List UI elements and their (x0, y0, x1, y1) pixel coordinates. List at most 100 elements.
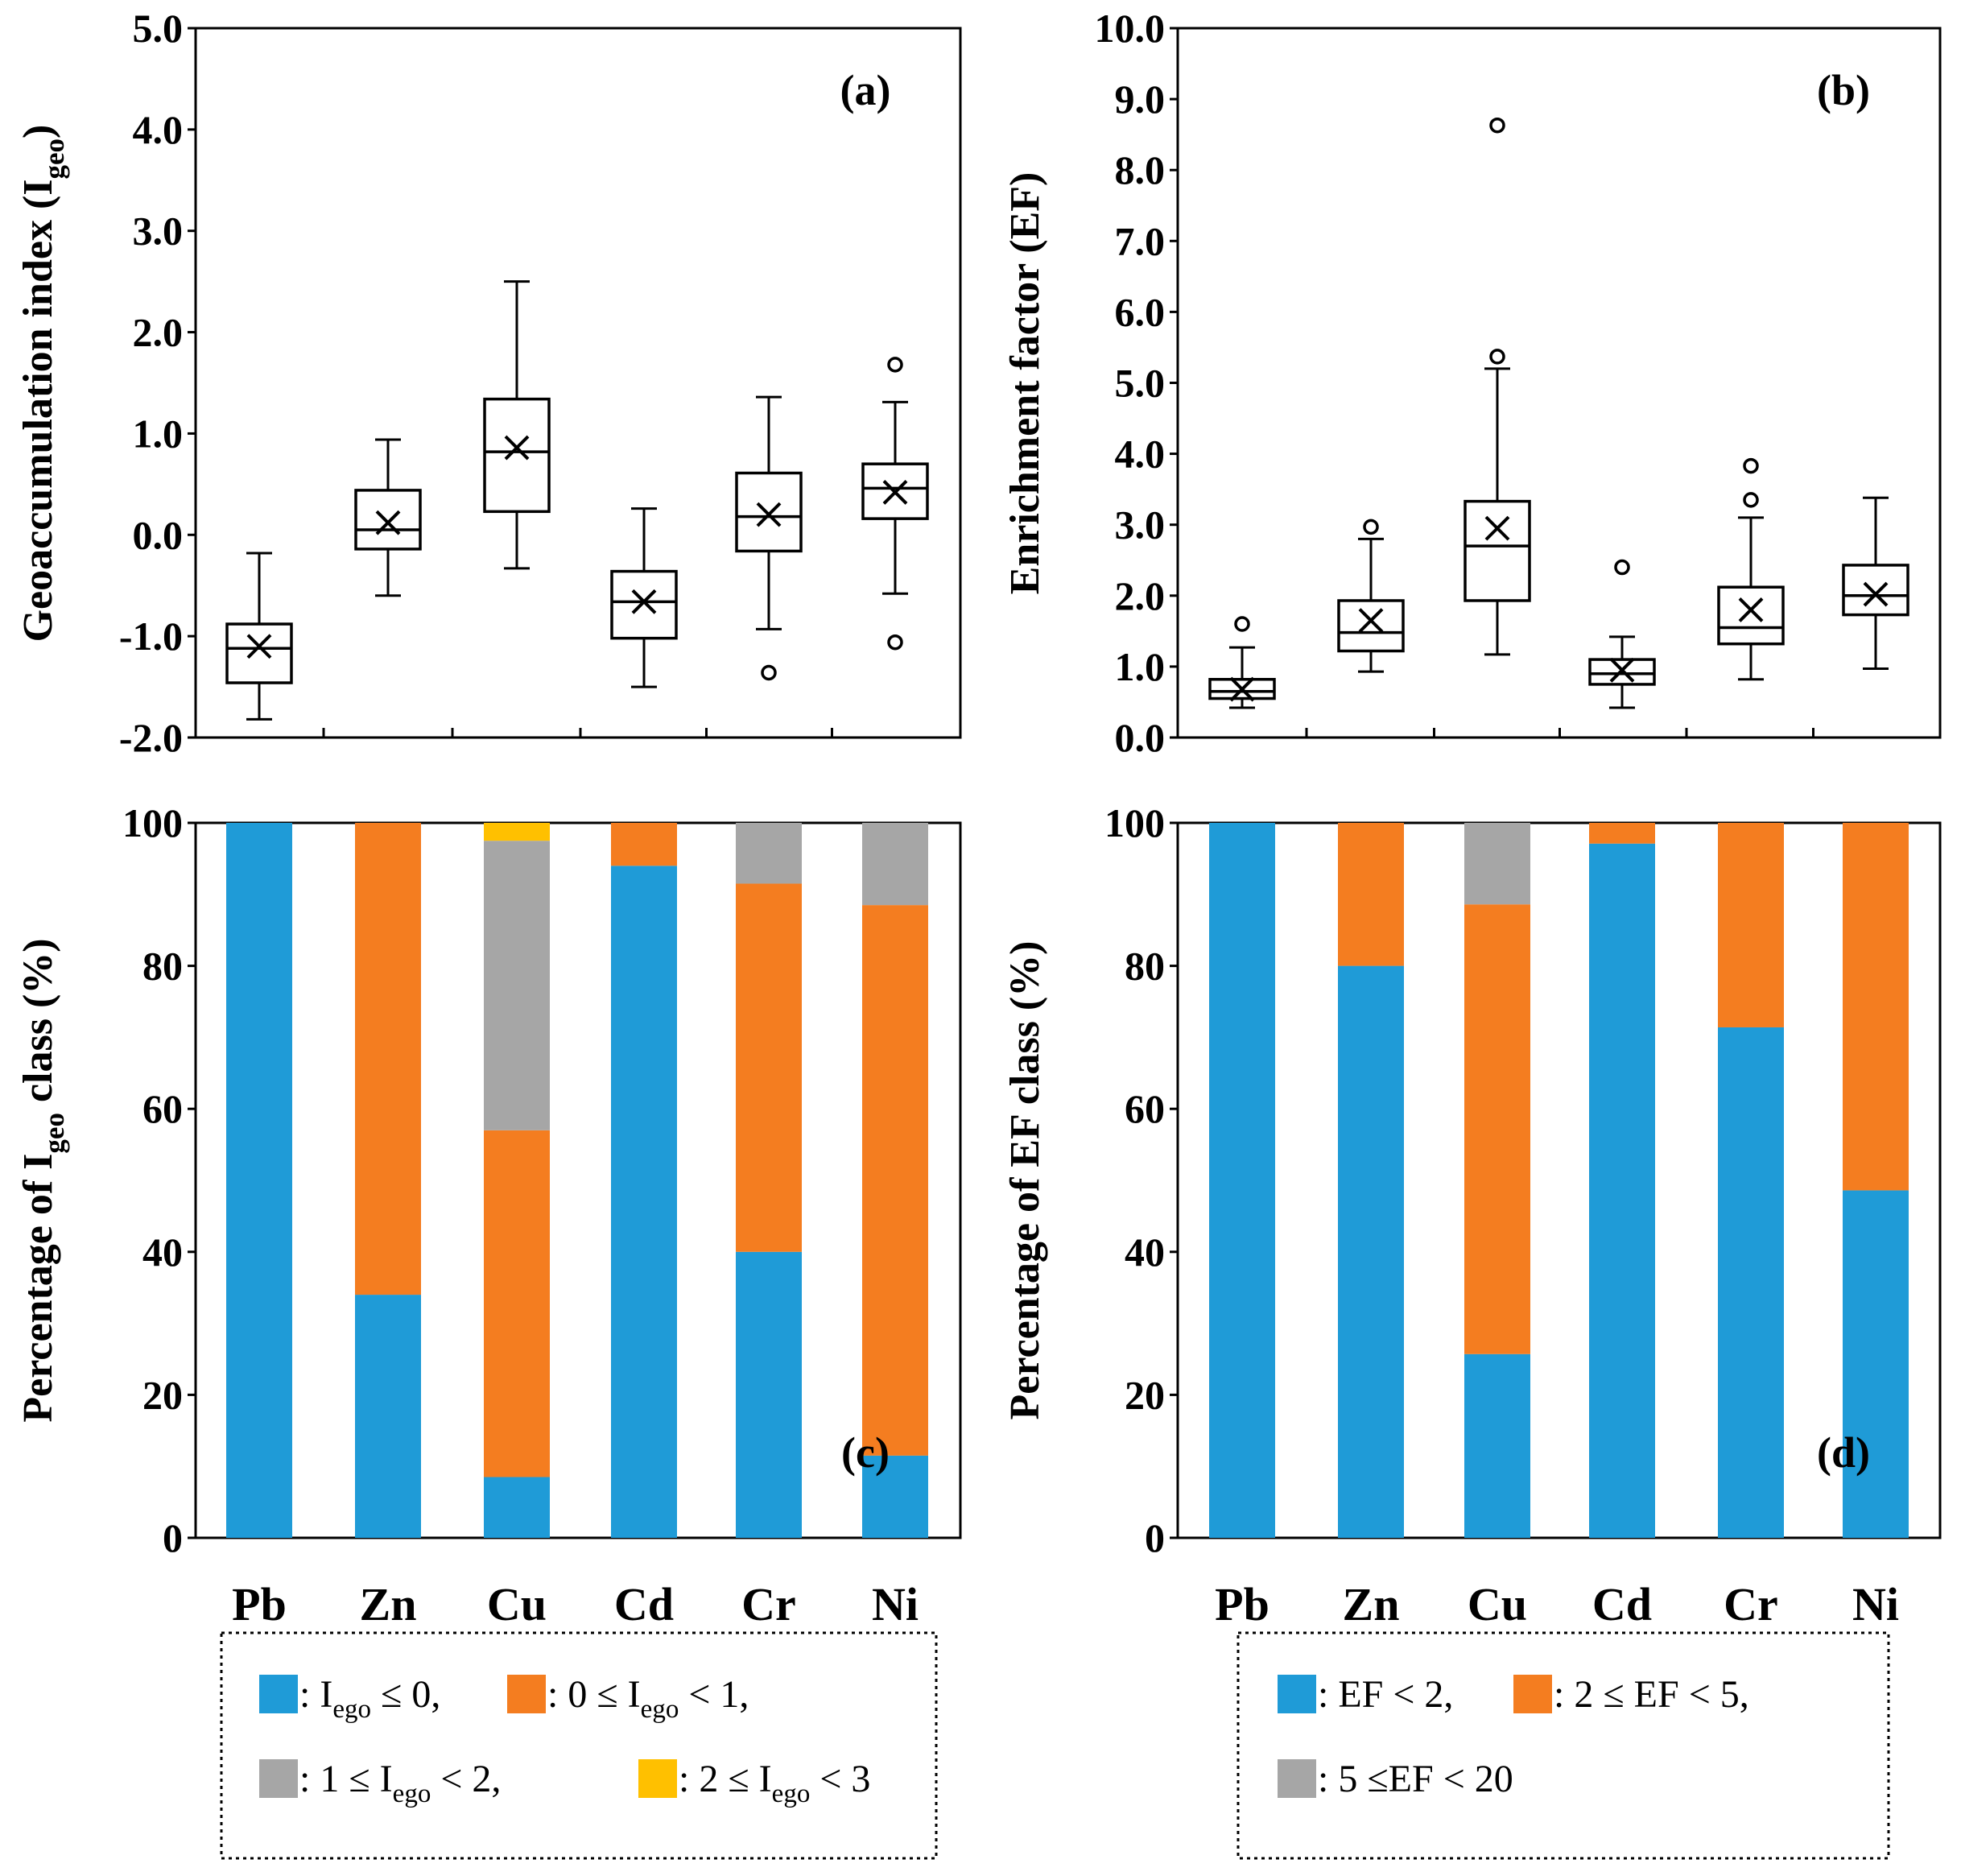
legend-item: : 5 ≤EF < 20 (1278, 1758, 1513, 1800)
mean-marker (246, 634, 272, 659)
legend-box (220, 1631, 938, 1860)
panel-label: (d) (1817, 1428, 1870, 1477)
bar-cd (611, 823, 677, 1538)
bar-segment (355, 823, 421, 1295)
y-tick-label: 40 (1125, 1229, 1165, 1275)
mean-marker (1484, 515, 1510, 541)
bar-cr (736, 823, 802, 1538)
y-tick-label: 10.0 (1095, 6, 1166, 51)
x-tick-label: Cr (741, 1578, 796, 1630)
x-tick-label: Zn (1343, 1578, 1400, 1630)
mean-marker (1609, 657, 1635, 683)
legend-swatch (1278, 1675, 1316, 1713)
legend-item: : 1 ≤ Iego < 2, (259, 1758, 501, 1808)
bar-cr (1718, 823, 1784, 1538)
panel-d: 0 20 40 60 80 100 Pb Zn Cu Cd Cr Ni (d) (1104, 800, 1942, 1630)
y-tick-label: 1.0 (1115, 644, 1166, 689)
mean-marker (504, 435, 530, 461)
y-tick-label: 100 (1104, 800, 1165, 845)
legend-swatch (259, 1759, 298, 1798)
box-iqr (1717, 585, 1785, 646)
y-tick-label: 3.0 (133, 209, 184, 254)
x-tick-label: Pb (232, 1578, 287, 1630)
y-tick-label: 20 (1125, 1372, 1165, 1417)
legend-label: : 0 ≤ Iego < 1, (547, 1673, 749, 1724)
legend-swatch (638, 1759, 677, 1798)
plot-frame (1176, 27, 1942, 739)
x-tick-label: Cu (487, 1578, 547, 1630)
panel-a: -2.0 -1.0 0.0 1.0 2.0 3.0 4.0 5.0 (a) (119, 6, 962, 760)
mean-marker (631, 589, 657, 614)
y-tick-label: 2.0 (133, 310, 184, 355)
legend-label: : 2 ≤ EF < 5, (1554, 1673, 1749, 1716)
y-tick-label: 20 (142, 1372, 183, 1417)
bar-segment (1464, 1353, 1530, 1538)
y-axis-title: Percentage of Igeo class (%) (15, 938, 70, 1422)
bar-segment (484, 1477, 550, 1538)
box-zn (354, 438, 422, 597)
panel-label: (c) (841, 1428, 890, 1477)
y-tick-label: 8.0 (1115, 147, 1166, 192)
y-tick-label: 2.0 (1115, 573, 1166, 618)
mean-marker (882, 480, 908, 505)
y-tick-label: 0.0 (1115, 715, 1166, 760)
legend-box (1236, 1631, 1890, 1860)
bar-pb (1209, 823, 1275, 1538)
x-tick-label: Ni (872, 1578, 919, 1630)
y-tick-label: 6.0 (1115, 289, 1166, 334)
legend-item: : 2 ≤ Iego < 3 (638, 1758, 870, 1808)
box-iqr (735, 471, 803, 553)
outlier-point (887, 634, 903, 651)
y-axis-title: Percentage of EF class (%) (1002, 941, 1048, 1420)
bar-segment (862, 1455, 928, 1538)
y-tick-label: 40 (142, 1229, 183, 1275)
bar-segment (736, 823, 802, 884)
mean-marker (756, 502, 782, 527)
legend-item: : 2 ≤ EF < 5, (1513, 1673, 1749, 1716)
bar-segment (226, 823, 292, 1538)
y-tick-label: 80 (142, 944, 183, 989)
bar-segment (611, 866, 677, 1538)
y-tick-label: 5.0 (1115, 361, 1166, 406)
box-ni (861, 357, 929, 651)
bar-cd (1589, 823, 1655, 1538)
y-axis-title: Geoaccumulation index (Igeo) (15, 125, 70, 643)
box-cu (483, 280, 551, 570)
y-tick-label: -1.0 (119, 614, 183, 659)
bar-segment (1338, 965, 1404, 1538)
panel-b: 0.0 1.0 2.0 3.0 4.0 5.0 6.0 7.0 8.0 9.0 10.0 (b) (1095, 6, 1942, 760)
x-tick-label: Pb (1215, 1578, 1269, 1630)
box-zn (1337, 519, 1405, 673)
mean-marker (1358, 608, 1384, 634)
bar-pb (226, 823, 292, 1538)
legend-c: : Iego ≤ 0,: 0 ≤ Iego < 1,: 1 ≤ Iego < 2… (220, 1631, 938, 1860)
box-iqr (1464, 499, 1531, 602)
legend-swatch (1513, 1675, 1552, 1713)
bar-segment (484, 823, 550, 841)
legend-swatch (259, 1675, 298, 1713)
outlier-point (761, 664, 777, 681)
box-iqr (1337, 599, 1405, 653)
x-tick-label: Cd (614, 1578, 674, 1630)
bar-segment (1464, 904, 1530, 1354)
bar-cu (1464, 823, 1530, 1538)
box-cr (1717, 457, 1785, 681)
legend-label: : 5 ≤EF < 20 (1318, 1758, 1513, 1800)
y-tick-label: 4.0 (133, 107, 184, 152)
bar-segment (1589, 823, 1655, 844)
outlier-point (1743, 492, 1759, 508)
y-tick-label: -2.0 (119, 715, 183, 760)
y-tick-label: 7.0 (1115, 218, 1166, 263)
bar-segment (355, 1295, 421, 1538)
legend-swatch (1278, 1759, 1316, 1798)
bar-segment (1589, 843, 1655, 1538)
bar-segment (1338, 823, 1404, 966)
box-iqr (483, 397, 551, 514)
x-tick-label: Cr (1724, 1578, 1778, 1630)
outlier-point (1234, 616, 1250, 632)
y-tick-label: 0.0 (133, 512, 184, 557)
legend-label: : 2 ≤ Iego < 3 (679, 1758, 870, 1808)
bar-segment (1209, 823, 1275, 1538)
y-tick-label: 100 (122, 800, 183, 845)
outlier-point (1489, 349, 1505, 365)
